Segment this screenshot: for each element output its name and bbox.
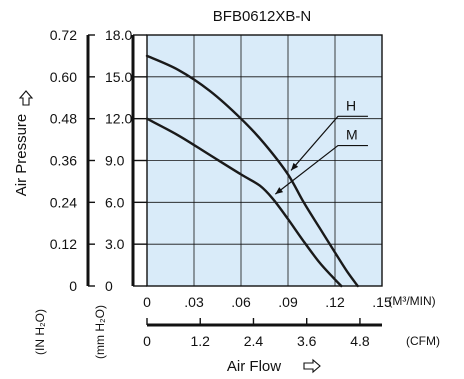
series-callouts: HM [274, 97, 368, 195]
inch-tick-label: 0.12 [50, 236, 77, 252]
series-line-h [145, 54, 359, 288]
callout-arrowhead [275, 187, 284, 195]
inch-tick-label: 0 [69, 278, 77, 294]
mm-tick-label: 12.0 [105, 111, 132, 127]
y-axis-label: Air Pressure [13, 114, 30, 197]
callout-leader-m [274, 144, 368, 195]
x-unit-primary: (M³/MIN) [388, 294, 435, 308]
gridlines [147, 35, 382, 286]
inch-tick-label: 0.36 [50, 153, 77, 169]
cfm-tick-label: 3.6 [297, 333, 317, 349]
y-axis-ticks: 0 0.12 0.24 0.36 0.48 0.60 0.72 0 3.0 6.0 9.0 12.0 1… [50, 27, 147, 294]
mm-tick-label: 9.0 [105, 153, 125, 169]
callout-leader-h [290, 115, 368, 171]
inch-tick-label: 0.60 [50, 69, 77, 85]
x-tick-label: .09 [278, 294, 298, 310]
cfm-tick-label: 0 [143, 333, 151, 349]
x-axis-arrow-icon [303, 358, 321, 374]
x-tick-label: 0 [143, 294, 151, 310]
cfm-tick-label: 1.2 [191, 333, 211, 349]
x-tick-label: .06 [231, 294, 251, 310]
x-tick-label: .12 [325, 294, 345, 310]
mm-tick-label: 6.0 [105, 194, 125, 210]
x-tick-label: .03 [184, 294, 204, 310]
inch-tick-label: 0.24 [50, 194, 77, 210]
series-label-h: H [346, 97, 356, 113]
inch-tick-label: 0.72 [50, 27, 77, 43]
x-unit-secondary: (CFM) [406, 334, 440, 348]
x-tick-label: .15 [372, 294, 392, 310]
x-axis-label: Air Flow [227, 358, 281, 375]
curves [145, 54, 359, 288]
series-line-m [145, 117, 343, 288]
chart-title: BFB0612XB-N [213, 8, 311, 25]
y-unit-inch: (IN H₂O) [33, 309, 47, 355]
inch-tick-label: 0.48 [50, 111, 77, 127]
x-axis-ticks: 0 .03 .06 .09 .12 .15 0 1.2 2.4 3.6 4.8 [143, 294, 392, 349]
mm-tick-label: 3.0 [105, 236, 125, 252]
cfm-tick-label: 4.8 [350, 333, 370, 349]
mm-tick-label: 15.0 [105, 69, 132, 85]
mm-tick-label: 0 [105, 278, 113, 294]
y-axis-arrow-icon [18, 90, 34, 106]
series-label-m: M [346, 127, 358, 143]
y-unit-mm: (mm H₂O) [93, 305, 107, 359]
mm-tick-label: 18.0 [105, 27, 132, 43]
cfm-tick-label: 2.4 [244, 333, 264, 349]
callout-arrowhead [291, 162, 299, 171]
